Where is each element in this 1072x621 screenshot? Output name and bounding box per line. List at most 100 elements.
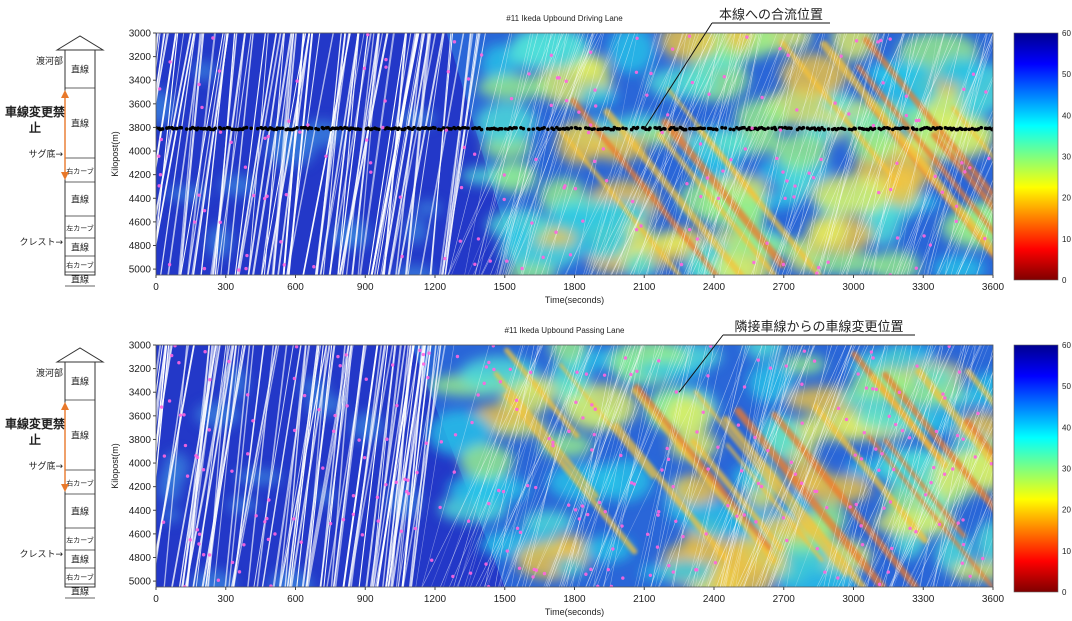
road-section-label: 直線: [71, 118, 89, 130]
heatmap-body-2: [156, 345, 993, 587]
road-section-label: 直線: [71, 554, 89, 566]
x-tick-label: 2400: [703, 282, 726, 293]
y-tick-label: 3000: [129, 29, 152, 40]
colorbar-tick-label: 20: [1062, 506, 1071, 515]
y-tick-label: 4000: [129, 147, 152, 158]
lane-change-dots: [157, 33, 991, 275]
y-tick-label: 5000: [129, 577, 152, 588]
road-arrow: [55, 347, 105, 363]
annotation-text: 隣接車線からの車線変更位置: [734, 319, 903, 335]
colorbar-tick-label: 50: [1062, 70, 1071, 79]
x-tick-label: 900: [357, 282, 374, 293]
y-tick-label: 5000: [129, 265, 152, 276]
road-section-label: 直線: [71, 586, 89, 598]
merge-line-dots: [156, 125, 993, 132]
label-sag: サグ底→: [28, 460, 63, 472]
x-tick-label: 1500: [494, 282, 517, 293]
label-bridge: 渡河部: [36, 367, 63, 379]
road-section-label: 右カーブ: [66, 479, 94, 488]
y-tick-label: 3200: [129, 52, 152, 63]
x-axis-label: Time(seconds): [545, 295, 604, 305]
axes-1: 0 300 600 900 1200 1500 1800 2100 2400 2700 3000 33…: [129, 29, 1005, 294]
label-no-lane-change: 止: [29, 120, 41, 135]
x-tick-label: 300: [217, 594, 234, 605]
y-tick-label: 4200: [129, 482, 152, 493]
x-tick-label: 3600: [982, 282, 1005, 293]
shockwave-stripes: [557, 36, 993, 275]
y-tick-label: 3400: [129, 76, 152, 87]
y-tick-label: 4600: [129, 529, 152, 540]
y-tick-label: 3200: [129, 364, 152, 375]
y-tick-label: 3600: [129, 99, 152, 110]
x-tick-label: 600: [287, 282, 304, 293]
colorbar-tick-label: 50: [1062, 382, 1071, 391]
x-tick-label: 1800: [563, 594, 586, 605]
colorbar-tick-label: 60: [1062, 29, 1071, 38]
colorbar-tick-label: 0: [1062, 276, 1067, 285]
x-tick-label: 2700: [773, 594, 796, 605]
y-tick-label: 4800: [129, 241, 152, 252]
x-tick-label: 3300: [912, 282, 935, 293]
label-bridge: 渡河部: [36, 55, 63, 67]
y-tick-label: 3600: [129, 411, 152, 422]
label-no-lane-change: 車線変更禁: [5, 104, 65, 119]
x-tick-label: 0: [153, 594, 159, 605]
colorbar-1: 60 50 40 30 20 10 0: [1013, 29, 1071, 285]
y-tick-label: 3800: [129, 435, 152, 446]
heatmap-panel-1: 0 300 600 900 1200 1500 1800 2100 2400 2700 3000 33…: [5, 7, 1071, 305]
colorbar-gradient: [1013, 32, 1059, 281]
colorbar-tick-label: 30: [1062, 465, 1071, 474]
road-section-label: 直線: [71, 376, 89, 388]
y-axis-label: Kilopost(m): [110, 131, 120, 177]
annotation-2: 隣接車線からの車線変更位置: [678, 319, 915, 393]
x-tick-label: 1200: [424, 282, 447, 293]
x-tick-label: 900: [357, 594, 374, 605]
colorbar-2: 60 50 40 30 20 10 0: [1013, 341, 1071, 597]
shockwave-stripes: [493, 347, 993, 587]
x-tick-label: 1500: [494, 594, 517, 605]
label-sag: サグ底→: [28, 148, 63, 160]
heatmap-body-1: [156, 33, 993, 275]
y-tick-label: 4400: [129, 194, 152, 205]
road-section-label: 左カーブ: [66, 224, 94, 233]
x-tick-label: 600: [287, 594, 304, 605]
road-section-label: 直線: [71, 274, 89, 286]
x-tick-label: 1200: [424, 594, 447, 605]
x-tick-label: 2100: [633, 594, 656, 605]
road-section-label: 右カーブ: [66, 261, 94, 270]
colorbar-tick-label: 30: [1062, 153, 1071, 162]
label-crest: クレスト→: [19, 549, 63, 560]
chart-title: #11 Ikeda Upbound Passing Lane: [505, 326, 625, 335]
x-tick-label: 3000: [842, 594, 865, 605]
road-section-label: 直線: [71, 64, 89, 76]
colorbar-tick-label: 10: [1062, 547, 1071, 556]
y-axis-label: Kilopost(m): [110, 443, 120, 489]
road-section-label: 直線: [71, 506, 89, 518]
label-crest: クレスト→: [19, 237, 63, 248]
y-tick-label: 4800: [129, 553, 152, 564]
y-tick-label: 4600: [129, 217, 152, 228]
x-tick-label: 2100: [633, 282, 656, 293]
road-section-label: 直線: [71, 430, 89, 442]
vehicle-trajectories: [156, 345, 993, 587]
road-arrow: [55, 35, 105, 51]
y-tick-label: 4200: [129, 170, 152, 181]
colorbar-tick-label: 20: [1062, 194, 1071, 203]
colorbar-tick-label: 0: [1062, 588, 1067, 597]
x-tick-label: 3600: [982, 594, 1005, 605]
road-section-label: 直線: [71, 242, 89, 254]
y-tick-label: 3800: [129, 123, 152, 134]
x-tick-label: 0: [153, 282, 159, 293]
road-column: [64, 49, 96, 276]
label-no-lane-change: 車線変更禁: [5, 416, 65, 431]
road-section-label: 右カーブ: [66, 167, 94, 176]
annotation-leader: [643, 22, 713, 129]
annotation-text: 本線への合流位置: [719, 7, 823, 23]
x-tick-label: 3000: [842, 282, 865, 293]
road-section-label: 右カーブ: [66, 573, 94, 582]
heatmap-panel-2: 0 300 600 900 1200 1500 1800 2100 2400 2700 3000 33…: [5, 319, 1071, 617]
x-axis-label: Time(seconds): [545, 607, 604, 617]
y-tick-label: 3400: [129, 388, 152, 399]
